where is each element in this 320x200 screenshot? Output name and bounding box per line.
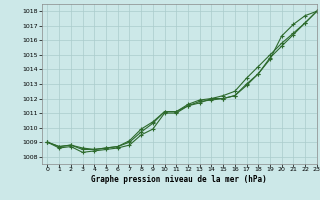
X-axis label: Graphe pression niveau de la mer (hPa): Graphe pression niveau de la mer (hPa) <box>91 175 267 184</box>
